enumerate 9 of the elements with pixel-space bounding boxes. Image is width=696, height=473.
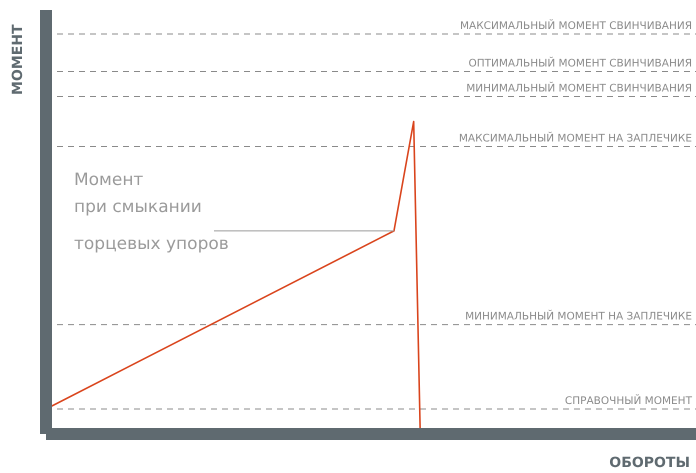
- annotation: Момент при смыкании торцевых упоров: [74, 170, 229, 254]
- x-axis-title: ОБОРОТЫ: [609, 455, 690, 471]
- ref-line-label: СПРАВОЧНЫЙ МОМЕНТ: [564, 394, 693, 407]
- ref-line-label: МИНИМАЛЬНЫЙ МОМЕНТ НА ЗАПЛЕЧИКЕ: [465, 310, 692, 323]
- ref-line-label: МИНИМАЛЬНЫЙ МОМЕНТ СВИНЧИВАНИЯ: [466, 82, 692, 94]
- ref-line-label: МАКСИМАЛЬНЫЙ МОМЕНТ СВИНЧИВАНИЯ: [460, 19, 692, 32]
- y-axis-title: МОМЕНТ: [10, 24, 26, 95]
- ref-line-label: ОПТИМАЛЬНЫЙ МОМЕНТ СВИНЧИВАНИЯ: [468, 56, 692, 70]
- ref-line-label: МАКСИМАЛЬНЫЙ МОМЕНТ НА ЗАПЛЕЧИКЕ: [458, 132, 692, 144]
